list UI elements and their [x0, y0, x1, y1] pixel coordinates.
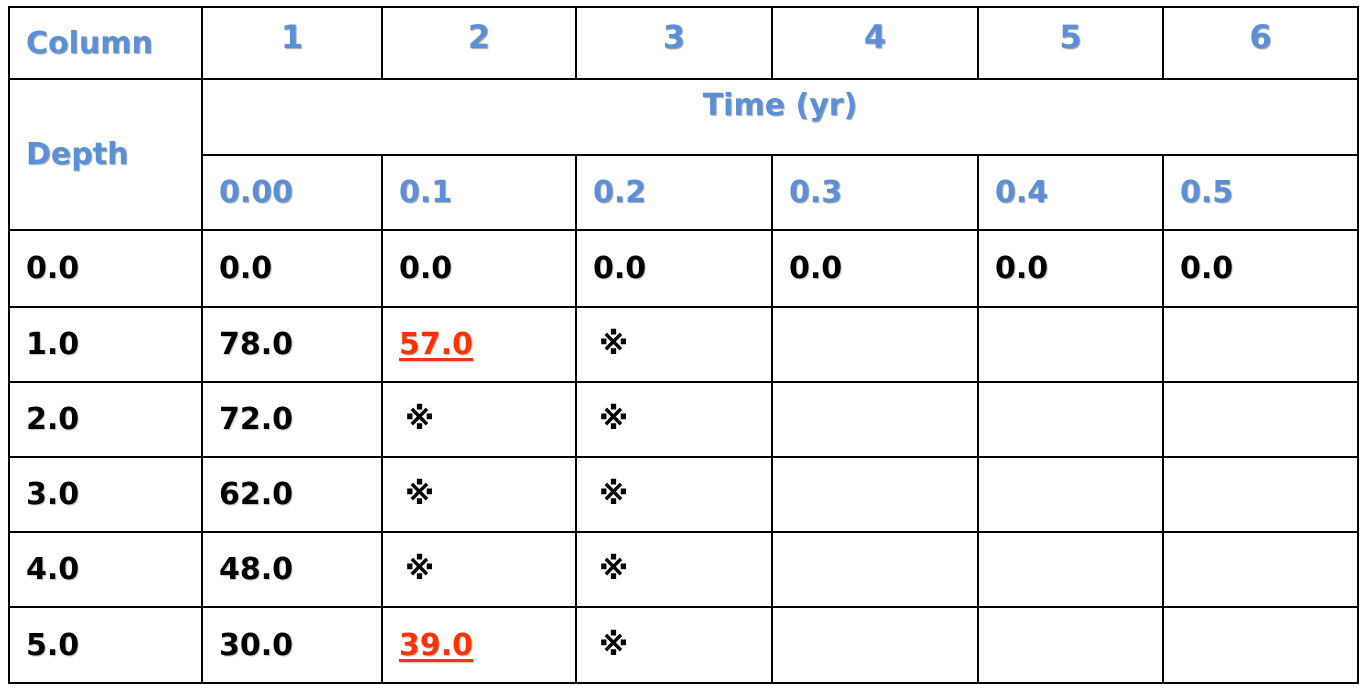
column-number: 2 [381, 6, 577, 80]
time-value: 0.4 [977, 154, 1164, 231]
value-cell: 0.0 [381, 229, 577, 308]
table-row: 5.0 30.0 39.0 ※ [8, 606, 1359, 684]
value-cell: 72.0 [201, 381, 383, 458]
time-label: Time (yr) [201, 78, 1359, 156]
table-row: 1.0 78.0 57.0 ※ [8, 306, 1359, 383]
table-row: 3.0 62.0 ※ ※ [8, 456, 1359, 533]
empty-cell [977, 381, 1164, 458]
column-number: 3 [575, 6, 773, 80]
column-number: 5 [977, 6, 1164, 80]
table-row: 0.0 0.0 0.0 0.0 0.0 0.0 0.0 [8, 229, 1359, 308]
empty-cell [1162, 531, 1359, 608]
time-value: 0.5 [1162, 154, 1359, 231]
empty-cell [977, 306, 1164, 383]
time-value: 0.00 [201, 154, 383, 231]
depth-label: Depth [8, 78, 203, 231]
depth-cell: 1.0 [8, 306, 203, 383]
reference-mark-cell: ※ [575, 606, 773, 684]
value-cell: 0.0 [977, 229, 1164, 308]
empty-cell [771, 381, 979, 458]
time-values-row: 0.00 0.1 0.2 0.3 0.4 0.5 [9, 154, 1359, 231]
table-row: 4.0 48.0 ※ ※ [8, 531, 1359, 608]
time-value: 0.2 [575, 154, 773, 231]
empty-cell [977, 531, 1164, 608]
column-number: 6 [1162, 6, 1359, 80]
empty-cell [1162, 381, 1359, 458]
reference-mark-cell: ※ [575, 456, 773, 533]
reference-mark-cell: ※ [575, 531, 773, 608]
value-cell-highlighted: 57.0 [381, 306, 577, 383]
reference-mark-cell: ※ [381, 381, 577, 458]
reference-mark-cell: ※ [575, 306, 773, 383]
time-value: 0.1 [381, 154, 577, 231]
reference-mark-cell: ※ [575, 381, 773, 458]
depth-time-table: Column 1 2 3 4 5 6 Depth Time (yr) 0.00 … [8, 6, 1359, 684]
value-cell: 0.0 [771, 229, 979, 308]
empty-cell [771, 531, 979, 608]
reference-mark-cell: ※ [381, 531, 577, 608]
empty-cell [977, 456, 1164, 533]
reference-mark-cell: ※ [381, 456, 577, 533]
column-label: Column [8, 6, 203, 80]
value-cell: 78.0 [201, 306, 383, 383]
empty-cell [1162, 606, 1359, 684]
depth-cell: 0.0 [8, 229, 203, 308]
value-cell: 0.0 [575, 229, 773, 308]
empty-cell [771, 456, 979, 533]
value-cell: 48.0 [201, 531, 383, 608]
highlighted-value: 39.0 [399, 627, 474, 663]
empty-cell [977, 606, 1164, 684]
empty-cell [1162, 306, 1359, 383]
depth-cell: 2.0 [8, 381, 203, 458]
empty-cell [771, 306, 979, 383]
empty-cell [771, 606, 979, 684]
time-value: 0.3 [771, 154, 979, 231]
value-cell: 0.0 [1162, 229, 1359, 308]
value-cell: 62.0 [201, 456, 383, 533]
value-cell: 0.0 [201, 229, 383, 308]
depth-cell: 4.0 [8, 531, 203, 608]
column-number: 1 [201, 6, 383, 80]
value-cell-highlighted: 39.0 [381, 606, 577, 684]
value-cell: 30.0 [201, 606, 383, 684]
highlighted-value: 57.0 [399, 327, 474, 362]
depth-cell: 3.0 [8, 456, 203, 533]
column-number-row: Column 1 2 3 4 5 6 [8, 6, 1359, 80]
empty-cell [1162, 456, 1359, 533]
column-number: 4 [771, 6, 979, 80]
table-row: 2.0 72.0 ※ ※ [8, 381, 1359, 458]
time-label-row: Depth Time (yr) [8, 78, 1359, 231]
depth-cell: 5.0 [8, 606, 203, 684]
